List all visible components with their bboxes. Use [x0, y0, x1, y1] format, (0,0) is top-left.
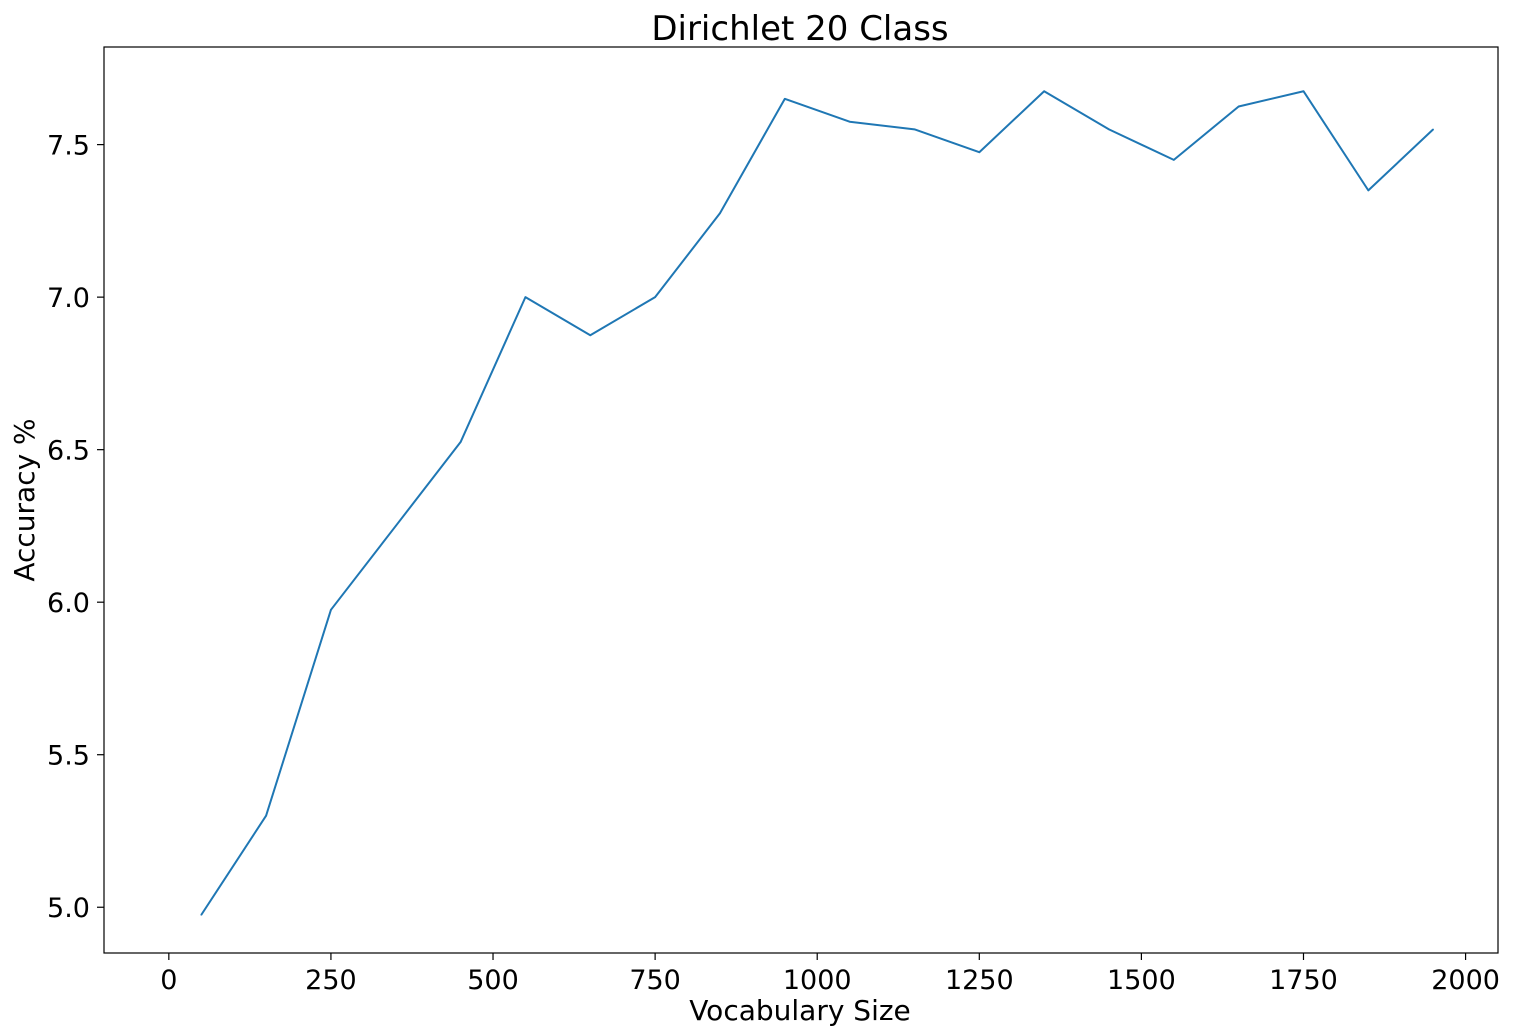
data-point	[1432, 128, 1434, 131]
data-point	[978, 151, 981, 154]
y-tick-label: 7.5	[47, 131, 90, 162]
x-tick-label: 1250	[945, 965, 1014, 996]
x-tick-label: 750	[629, 965, 681, 996]
series-line	[200, 90, 1434, 916]
x-tick-label: 1750	[1269, 965, 1338, 996]
y-axis: 5.0 5.5 6.0 6.5 7.0 7.5	[47, 131, 104, 924]
y-tick-label: 6.5	[47, 436, 90, 467]
y-tick-label: 5.5	[47, 741, 90, 772]
x-tick-label: 2000	[1431, 965, 1500, 996]
y-tick-label: 6.0	[47, 588, 90, 619]
y-tick-label: 5.0	[47, 893, 90, 924]
data-point	[1173, 159, 1175, 161]
data-point	[589, 334, 592, 337]
data-point	[1302, 90, 1305, 93]
data-point	[783, 98, 786, 100]
plot-area	[200, 90, 1434, 916]
data-point	[524, 296, 527, 298]
data-point	[1043, 90, 1045, 93]
x-tick-label: 1000	[783, 965, 852, 996]
chart-title: Dirichlet 20 Class	[651, 9, 948, 49]
data-point	[459, 441, 462, 443]
x-axis: 0 250 500 750 1000 1250 1500 1750 2000	[160, 953, 1500, 996]
x-tick-label: 500	[467, 965, 519, 996]
data-point	[1367, 189, 1370, 192]
data-point	[1237, 105, 1240, 108]
plot-frame	[103, 46, 1499, 954]
y-tick-label: 7.0	[47, 283, 90, 314]
data-point	[913, 128, 916, 131]
y-axis-label: Accuracy %	[8, 418, 41, 581]
x-tick-label: 1500	[1107, 965, 1176, 996]
data-point	[654, 296, 656, 298]
x-tick-label: 250	[305, 965, 357, 996]
data-point	[394, 525, 397, 527]
data-point	[265, 814, 267, 817]
data-point	[330, 609, 332, 611]
x-axis-label: Vocabulary Size	[689, 994, 911, 1027]
data-point	[848, 120, 851, 123]
data-point	[719, 212, 721, 215]
data-point	[1108, 128, 1110, 131]
x-tick-label: 0	[160, 965, 177, 996]
data-point	[200, 914, 203, 916]
